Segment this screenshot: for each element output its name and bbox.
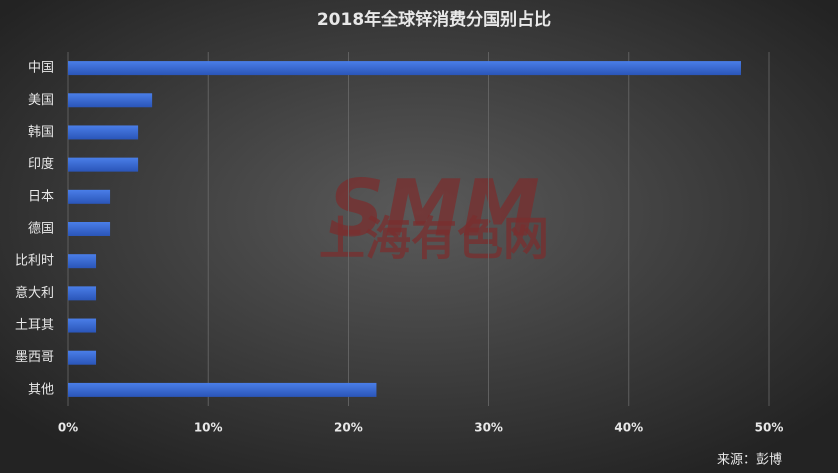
bar bbox=[68, 350, 97, 365]
x-tick-label: 10% bbox=[194, 421, 223, 435]
y-tick-label: 印度 bbox=[28, 156, 54, 172]
x-tick-label: 20% bbox=[334, 421, 363, 435]
y-tick-label: 韩国 bbox=[28, 125, 54, 140]
y-tick-label: 其他 bbox=[28, 382, 54, 397]
bar bbox=[68, 93, 153, 108]
bar bbox=[68, 286, 97, 301]
y-tick-label: 意大利 bbox=[15, 285, 54, 301]
bar bbox=[68, 189, 111, 204]
x-tick-label: 40% bbox=[614, 421, 643, 435]
y-tick-label: 土耳其 bbox=[15, 318, 54, 333]
source: 来源：彭博 bbox=[717, 453, 782, 468]
x-tick-label: 30% bbox=[474, 421, 503, 435]
bar bbox=[68, 125, 139, 140]
y-tick-label: 德国 bbox=[28, 222, 54, 237]
y-tick-label: 日本 bbox=[28, 189, 54, 204]
y-tick-label: 比利时 bbox=[15, 254, 54, 269]
bar bbox=[68, 157, 139, 172]
watermark: SMM bbox=[328, 164, 539, 254]
bar bbox=[68, 382, 377, 397]
y-tick-label: 墨西哥 bbox=[15, 350, 54, 365]
bar bbox=[68, 222, 111, 236]
chart-title: 2018年全球锌消费分国别占比 bbox=[317, 9, 551, 30]
bar bbox=[68, 318, 97, 333]
x-tick-label: 50% bbox=[755, 421, 784, 435]
bar bbox=[68, 61, 741, 76]
watermark: 上海有色网 bbox=[319, 212, 549, 266]
y-tick-label: 中国 bbox=[28, 61, 54, 76]
y-tick-label: 美国 bbox=[28, 93, 54, 108]
x-tick-label: 0% bbox=[58, 421, 78, 435]
bar bbox=[68, 254, 97, 269]
